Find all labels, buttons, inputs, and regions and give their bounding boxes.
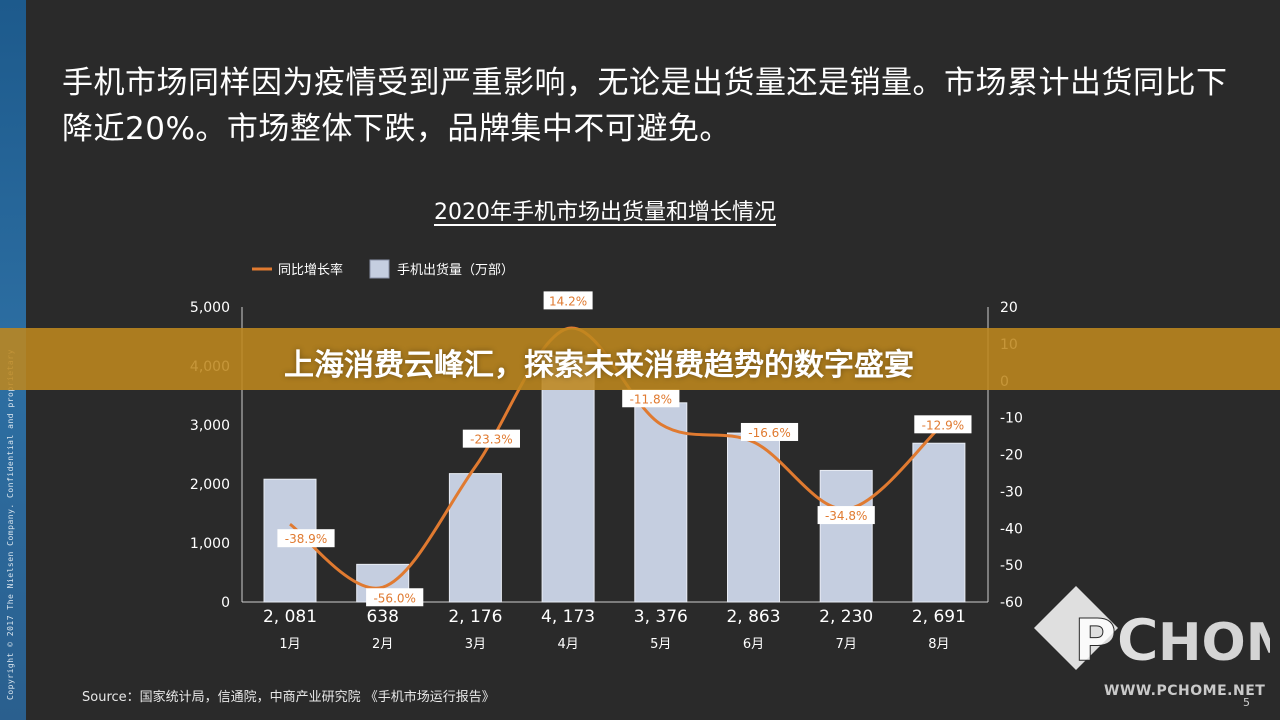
line-value-label-bg	[462, 429, 520, 448]
bar-value-label: 4, 173	[541, 607, 595, 627]
line-value-label-bg	[366, 588, 424, 607]
x-axis-tick-label: 6月	[743, 637, 764, 652]
line-value-label: -12.9%	[922, 418, 964, 432]
line-value-label: -11.8%	[630, 392, 672, 406]
source-note: Source：国家统计局，信通院，中商产业研究院 《手机市场运行报告》	[82, 690, 495, 705]
line-value-label-bg	[543, 291, 593, 310]
bar-value-label: 2, 863	[726, 607, 780, 627]
svg-text:PC: PC	[1074, 606, 1159, 674]
bar	[912, 442, 966, 603]
right-axis-tick-label: -60	[1000, 595, 1023, 611]
line-value-label: -23.3%	[470, 433, 512, 447]
x-axis-tick-label: 8月	[928, 637, 949, 652]
right-axis-tick-label: -10	[1000, 411, 1023, 427]
legend-bar-label: 手机出货量（万部）	[397, 262, 514, 278]
x-axis-tick-label: 3月	[465, 637, 486, 652]
right-axis-tick-label: 20	[1000, 300, 1018, 316]
line-value-label: -34.8%	[825, 509, 867, 523]
bar-value-label: 3, 376	[634, 607, 688, 627]
chart-title-wrap: 2020年手机市场出货量和增长情况	[0, 194, 1210, 226]
svg-text:HOME: HOME	[1158, 613, 1270, 673]
x-axis-tick-label: 2月	[372, 637, 393, 652]
legend-bar-swatch	[369, 259, 390, 279]
left-axis-tick-label: 3,000	[190, 418, 230, 434]
line-value-label-bg	[914, 415, 972, 434]
line-value-label: -38.9%	[285, 532, 327, 546]
left-axis-tick-label: 1,000	[190, 536, 230, 552]
x-axis-tick-label: 5月	[650, 637, 671, 652]
line-value-label: -56.0%	[373, 591, 415, 605]
line-value-label: 14.2%	[549, 294, 587, 308]
banner-text: 上海消费云峰汇，探索未来消费趋势的数字盛宴	[284, 348, 914, 383]
right-axis-tick-label: -20	[1000, 448, 1023, 464]
overlay-banner	[0, 328, 1280, 390]
line-value-label-bg	[622, 389, 680, 408]
page-number: 5	[1243, 696, 1250, 709]
headline: 手机市场同样因为疫情受到严重影响，无论是出货量还是销量。市场累计出货同比下降近2…	[62, 65, 1228, 147]
bar-value-label: 638	[366, 607, 398, 627]
chart-title: 2020年手机市场出货量和增长情况	[434, 200, 776, 225]
bar	[634, 402, 688, 603]
pchome-logo: PC HOME	[1034, 586, 1270, 675]
bar	[541, 355, 595, 603]
right-axis-tick-label: -50	[1000, 558, 1023, 574]
legend-line-label: 同比增长率	[278, 262, 343, 278]
bar-value-label: 2, 691	[912, 607, 966, 627]
bar	[727, 432, 780, 603]
left-axis-tick-label: 2,000	[190, 477, 230, 493]
x-axis-tick-label: 4月	[557, 637, 578, 652]
line-value-label-bg	[817, 506, 875, 525]
bar-value-label: 2, 176	[448, 607, 502, 627]
x-axis-tick-label: 7月	[836, 637, 857, 652]
x-axis-tick-label: 1月	[279, 637, 300, 652]
left-axis-tick-label: 5,000	[190, 300, 230, 316]
logo-url: WWW.PCHOME.NET	[1104, 683, 1266, 699]
left-axis-tick-label: 0	[221, 595, 230, 611]
bar	[819, 469, 873, 603]
bar-value-label: 2, 081	[263, 607, 317, 627]
line-value-label-bg	[740, 422, 799, 441]
bar-value-label: 2, 230	[819, 607, 873, 627]
line-value-label: -16.6%	[748, 426, 790, 440]
right-axis-tick-label: -30	[1000, 484, 1023, 500]
line-value-label-bg	[277, 529, 335, 548]
right-axis-tick-label: -40	[1000, 521, 1023, 537]
